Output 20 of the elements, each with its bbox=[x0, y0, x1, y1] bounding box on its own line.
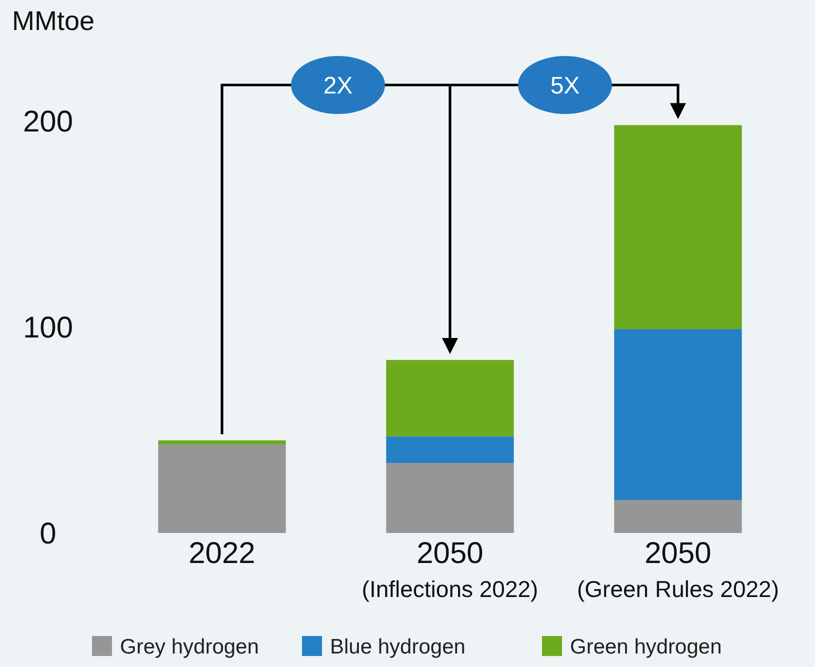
legend-label: Green hydrogen bbox=[570, 635, 722, 658]
y-tick-label: 200 bbox=[22, 106, 74, 138]
y-axis-title: MMtoe bbox=[12, 6, 95, 36]
bar bbox=[386, 436, 514, 463]
bar bbox=[614, 329, 742, 500]
legend-label: Grey hydrogen bbox=[120, 635, 259, 658]
bar bbox=[614, 500, 742, 533]
y-tick-label: 0 bbox=[40, 518, 56, 550]
legend-label: Blue hydrogen bbox=[330, 635, 466, 658]
bar bbox=[158, 440, 286, 444]
y-tick-label: 100 bbox=[22, 312, 74, 344]
bar bbox=[386, 360, 514, 436]
bar bbox=[158, 444, 286, 533]
x-tick-label: 2050 (Inflections 2022) bbox=[362, 537, 538, 602]
bar bbox=[614, 125, 742, 330]
text: 5X bbox=[550, 72, 580, 100]
text: 2X bbox=[323, 72, 353, 100]
x-tick-label: 2022 bbox=[188, 537, 256, 570]
bar bbox=[386, 462, 514, 533]
x-tick-label: 2050 (Green Rules 2022) bbox=[577, 537, 779, 602]
